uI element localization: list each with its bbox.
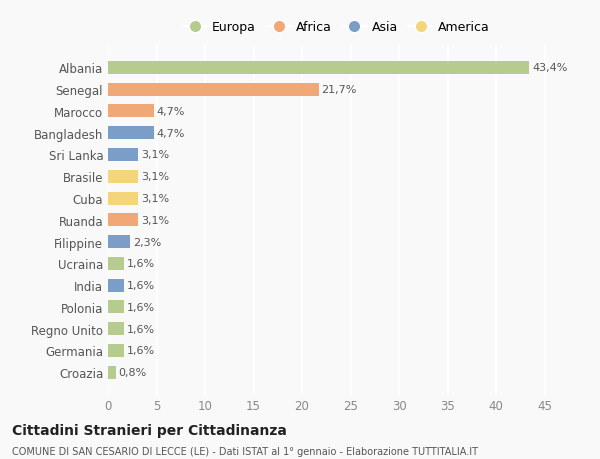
Bar	[108, 322, 124, 336]
Bar	[108, 170, 138, 184]
Text: 1,6%: 1,6%	[127, 302, 155, 312]
Text: 3,1%: 3,1%	[141, 194, 169, 204]
Text: 3,1%: 3,1%	[141, 172, 169, 182]
Bar	[108, 366, 116, 379]
Text: 0,8%: 0,8%	[119, 367, 147, 377]
Bar	[108, 105, 154, 118]
Bar	[108, 344, 124, 357]
Text: 3,1%: 3,1%	[141, 215, 169, 225]
Text: 3,1%: 3,1%	[141, 150, 169, 160]
Text: Cittadini Stranieri per Cittadinanza: Cittadini Stranieri per Cittadinanza	[12, 423, 287, 437]
Text: 43,4%: 43,4%	[532, 63, 568, 73]
Text: COMUNE DI SAN CESARIO DI LECCE (LE) - Dati ISTAT al 1° gennaio - Elaborazione TU: COMUNE DI SAN CESARIO DI LECCE (LE) - Da…	[12, 447, 478, 456]
Bar	[108, 192, 138, 205]
Bar	[108, 127, 154, 140]
Bar	[108, 149, 138, 162]
Bar	[108, 235, 130, 249]
Bar	[108, 62, 529, 75]
Legend: Europa, Africa, Asia, America: Europa, Africa, Asia, America	[178, 17, 494, 38]
Text: 2,3%: 2,3%	[133, 237, 161, 247]
Text: 1,6%: 1,6%	[127, 259, 155, 269]
Text: 1,6%: 1,6%	[127, 346, 155, 356]
Bar	[108, 214, 138, 227]
Bar	[108, 301, 124, 313]
Bar	[108, 279, 124, 292]
Text: 1,6%: 1,6%	[127, 280, 155, 291]
Text: 21,7%: 21,7%	[322, 85, 357, 95]
Bar	[108, 257, 124, 270]
Bar	[108, 84, 319, 96]
Text: 4,7%: 4,7%	[157, 107, 185, 117]
Text: 4,7%: 4,7%	[157, 129, 185, 139]
Text: 1,6%: 1,6%	[127, 324, 155, 334]
